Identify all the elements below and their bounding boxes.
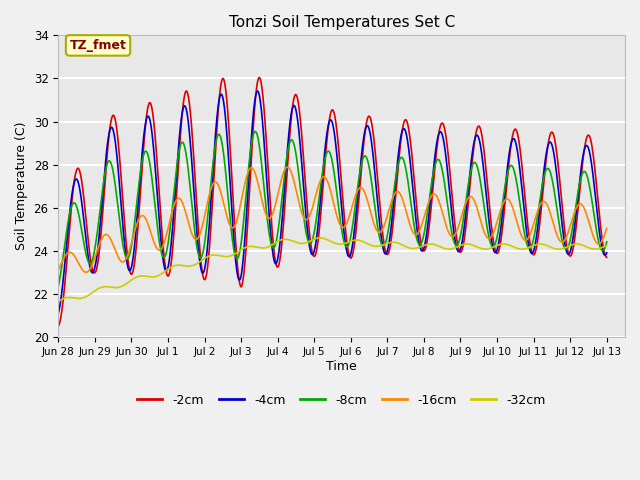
-4cm [486,230,494,236]
Line: -2cm: -2cm [58,78,607,326]
-16cm [322,175,330,180]
-16cm [82,269,90,275]
-4cm [588,158,595,164]
-2cm [588,139,595,144]
Text: TZ_fmet: TZ_fmet [70,39,127,52]
-32cm [54,299,62,304]
-16cm [307,209,315,215]
-32cm [588,246,595,252]
-16cm [603,226,611,231]
-8cm [587,191,595,196]
Line: -32cm: -32cm [58,238,607,301]
-32cm [83,294,90,300]
Legend: -2cm, -4cm, -8cm, -16cm, -32cm: -2cm, -4cm, -8cm, -16cm, -32cm [132,389,551,412]
-2cm [486,214,494,219]
-2cm [54,324,62,329]
-4cm [603,250,611,256]
-32cm [603,242,611,248]
Title: Tonzi Soil Temperatures Set C: Tonzi Soil Temperatures Set C [228,15,455,30]
-32cm [486,245,494,251]
Line: -4cm: -4cm [58,91,607,313]
X-axis label: Time: Time [326,360,357,372]
-16cm [284,164,291,170]
-2cm [587,137,595,143]
-4cm [307,249,314,254]
-8cm [486,240,494,246]
-4cm [587,156,595,162]
-16cm [54,267,62,273]
-8cm [54,284,62,289]
-16cm [588,227,595,232]
-8cm [83,252,90,258]
-2cm [321,156,329,162]
-32cm [587,246,595,252]
-8cm [307,240,314,246]
-32cm [316,235,324,241]
-32cm [321,236,329,242]
-2cm [255,75,263,81]
-4cm [253,88,261,94]
-8cm [252,129,259,134]
-8cm [603,239,611,245]
-2cm [603,254,611,260]
-2cm [83,218,90,224]
-4cm [321,144,329,150]
-4cm [54,311,62,316]
-16cm [83,269,90,275]
-16cm [588,228,595,233]
Y-axis label: Soil Temperature (C): Soil Temperature (C) [15,122,28,251]
-8cm [588,192,595,198]
-8cm [321,155,329,160]
-16cm [487,235,495,240]
Line: -16cm: -16cm [58,167,607,272]
-4cm [83,239,90,245]
Line: -8cm: -8cm [58,132,607,287]
-32cm [307,238,314,244]
-2cm [307,240,314,246]
